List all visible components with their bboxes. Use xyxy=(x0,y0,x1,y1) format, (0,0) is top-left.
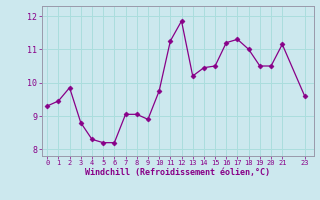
X-axis label: Windchill (Refroidissement éolien,°C): Windchill (Refroidissement éolien,°C) xyxy=(85,168,270,177)
